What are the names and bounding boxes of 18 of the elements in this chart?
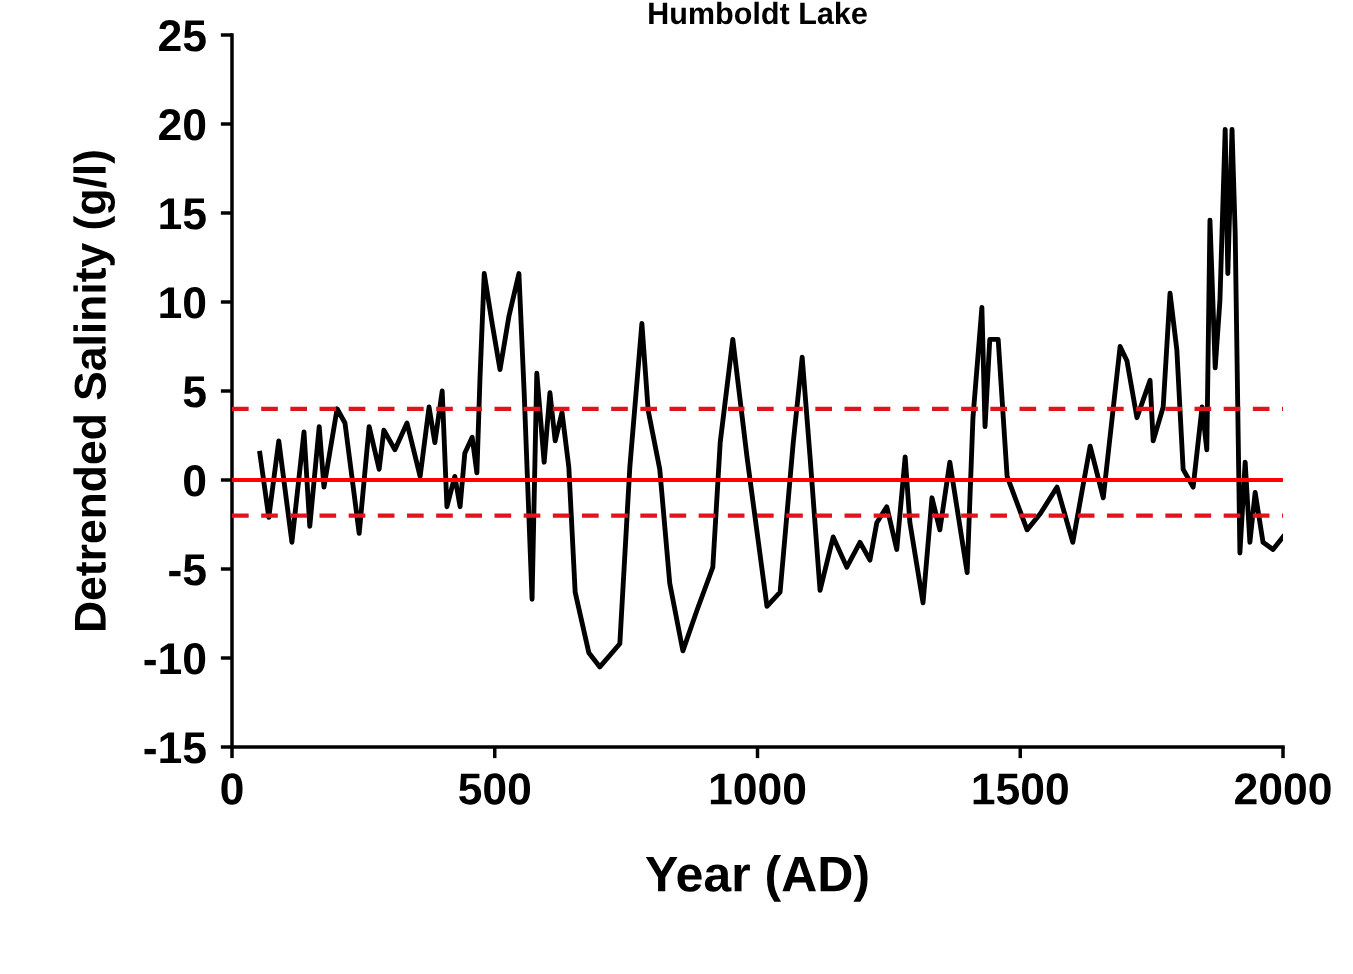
y-tick-label: 10 (160, 287, 206, 319)
x-tick-label: 1000 (710, 773, 806, 805)
line-series (257, 126, 1283, 670)
y-tick-label: -5 (169, 554, 206, 586)
x-axis-title: Year (AD) (645, 855, 868, 902)
y-tick-label: -15 (144, 732, 206, 764)
y-axis-title: Detrended Salinity (g/l) (73, 151, 115, 631)
y-tick-label: 5 (183, 376, 206, 408)
chart-title: Humboldt Lake (649, 1, 867, 25)
x-tick-label: 500 (459, 773, 531, 805)
x-tick-label: 1500 (973, 773, 1068, 805)
x-tick-label: 0 (221, 773, 243, 805)
y-tick-label: 15 (160, 198, 206, 230)
y-tick-label: 0 (184, 465, 206, 497)
y-tick-label: -10 (144, 643, 206, 675)
x-tick-label: 2000 (1235, 773, 1331, 805)
y-tick-label: 20 (159, 109, 206, 141)
y-tick-label: 25 (159, 20, 206, 52)
